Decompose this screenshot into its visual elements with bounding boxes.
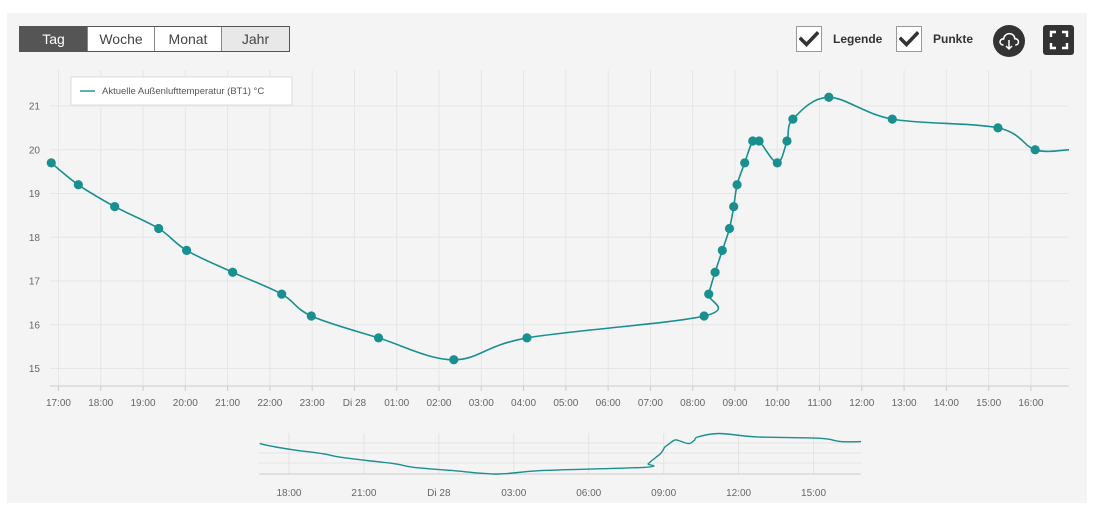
navigator-series-line bbox=[259, 432, 862, 475]
data-point bbox=[887, 114, 897, 124]
navigator-tick-label: 21:00 bbox=[351, 488, 376, 499]
x-tick-label: 01:00 bbox=[384, 398, 409, 409]
fullscreen-button[interactable] bbox=[1043, 25, 1074, 55]
data-point bbox=[724, 223, 735, 234]
series-line bbox=[50, 96, 1070, 361]
data-point bbox=[699, 311, 709, 321]
data-point bbox=[824, 92, 834, 102]
navigator-tick-label: Di 28 bbox=[427, 488, 451, 499]
data-point bbox=[522, 333, 532, 343]
checkmark-icon bbox=[799, 31, 819, 47]
y-tick-label: 15 bbox=[29, 364, 41, 375]
data-point bbox=[717, 245, 727, 255]
legend-checkbox[interactable] bbox=[796, 26, 822, 52]
data-point bbox=[181, 245, 192, 255]
navigator-tick-label: 18:00 bbox=[276, 488, 301, 499]
data-point bbox=[277, 289, 287, 299]
data-point bbox=[704, 289, 714, 299]
navigator-tick-label: 06:00 bbox=[576, 488, 601, 499]
data-point bbox=[154, 223, 164, 234]
x-tick-label: 05:00 bbox=[553, 398, 578, 409]
range-tag-button[interactable]: Tag bbox=[20, 27, 88, 51]
x-tick-label: 22:00 bbox=[257, 398, 282, 409]
navigator-tick-label: 03:00 bbox=[501, 488, 526, 499]
y-tick-label: 16 bbox=[29, 320, 41, 331]
x-tick-label: 14:00 bbox=[934, 398, 959, 409]
data-point bbox=[788, 114, 798, 124]
x-tick-label: 09:00 bbox=[722, 398, 747, 409]
data-point bbox=[772, 158, 782, 168]
data-point bbox=[46, 158, 56, 168]
data-point bbox=[732, 180, 742, 190]
x-tick-label: 23:00 bbox=[300, 398, 325, 409]
x-tick-label: 16:00 bbox=[1018, 398, 1043, 409]
x-tick-label: 08:00 bbox=[680, 398, 705, 409]
data-point bbox=[782, 136, 792, 146]
legend-toggle-label: Legende bbox=[833, 32, 883, 46]
data-point bbox=[748, 136, 758, 146]
y-tick-label: 18 bbox=[29, 233, 41, 244]
data-point bbox=[1030, 145, 1040, 155]
data-point bbox=[740, 158, 750, 168]
data-point bbox=[729, 202, 739, 212]
download-button[interactable] bbox=[993, 25, 1025, 57]
data-point bbox=[754, 136, 764, 146]
data-point bbox=[373, 333, 384, 343]
y-tick-label: 19 bbox=[29, 189, 41, 200]
x-tick-label: 03:00 bbox=[469, 398, 494, 409]
x-tick-label: 07:00 bbox=[638, 398, 663, 409]
navigator-tick-label: 12:00 bbox=[726, 488, 751, 499]
data-point bbox=[73, 180, 83, 190]
navigator-tick-label: 15:00 bbox=[801, 488, 826, 499]
x-tick-label: 15:00 bbox=[976, 398, 1001, 409]
data-point bbox=[306, 311, 316, 321]
range-selector: Tag Woche Monat Jahr bbox=[19, 26, 290, 52]
x-tick-label: 11:00 bbox=[807, 398, 832, 409]
legend-box bbox=[70, 76, 293, 106]
cloud-download-icon bbox=[999, 32, 1020, 51]
points-checkbox[interactable] bbox=[896, 26, 922, 52]
x-tick-label: 18:00 bbox=[88, 398, 113, 409]
x-tick-label: 13:00 bbox=[892, 398, 917, 409]
legend-entry: Aktuelle Außenlufttemperatur (BT1) °C bbox=[102, 86, 264, 97]
data-point bbox=[110, 202, 120, 212]
x-tick-label: 19:00 bbox=[131, 398, 156, 409]
range-woche-button[interactable]: Woche bbox=[88, 27, 155, 51]
checkmark-icon bbox=[899, 31, 919, 47]
data-point bbox=[449, 355, 459, 365]
x-tick-label: 06:00 bbox=[596, 398, 621, 409]
data-point bbox=[228, 267, 238, 277]
y-tick-label: 17 bbox=[29, 277, 41, 288]
data-point bbox=[993, 123, 1003, 133]
x-tick-label: 10:00 bbox=[765, 398, 790, 409]
legend-toggle[interactable]: Legende bbox=[796, 26, 882, 52]
points-toggle-label: Punkte bbox=[933, 32, 974, 46]
y-tick-label: 20 bbox=[29, 145, 41, 156]
x-tick-label: Di 28 bbox=[343, 398, 367, 409]
x-tick-label: 02:00 bbox=[426, 398, 451, 409]
data-point bbox=[710, 267, 720, 277]
y-tick-label: 21 bbox=[29, 102, 41, 113]
fullscreen-icon bbox=[1049, 30, 1068, 50]
x-tick-label: 20:00 bbox=[173, 398, 198, 409]
x-tick-label: 12:00 bbox=[849, 398, 874, 409]
x-tick-label: 17:00 bbox=[46, 398, 71, 409]
x-tick-label: 04:00 bbox=[511, 398, 536, 409]
x-tick-label: 21:00 bbox=[215, 398, 240, 409]
navigator-tick-label: 09:00 bbox=[651, 488, 676, 499]
range-monat-button[interactable]: Monat bbox=[155, 27, 222, 51]
points-toggle[interactable]: Punkte bbox=[896, 26, 973, 52]
range-jahr-button[interactable]: Jahr bbox=[222, 27, 289, 51]
